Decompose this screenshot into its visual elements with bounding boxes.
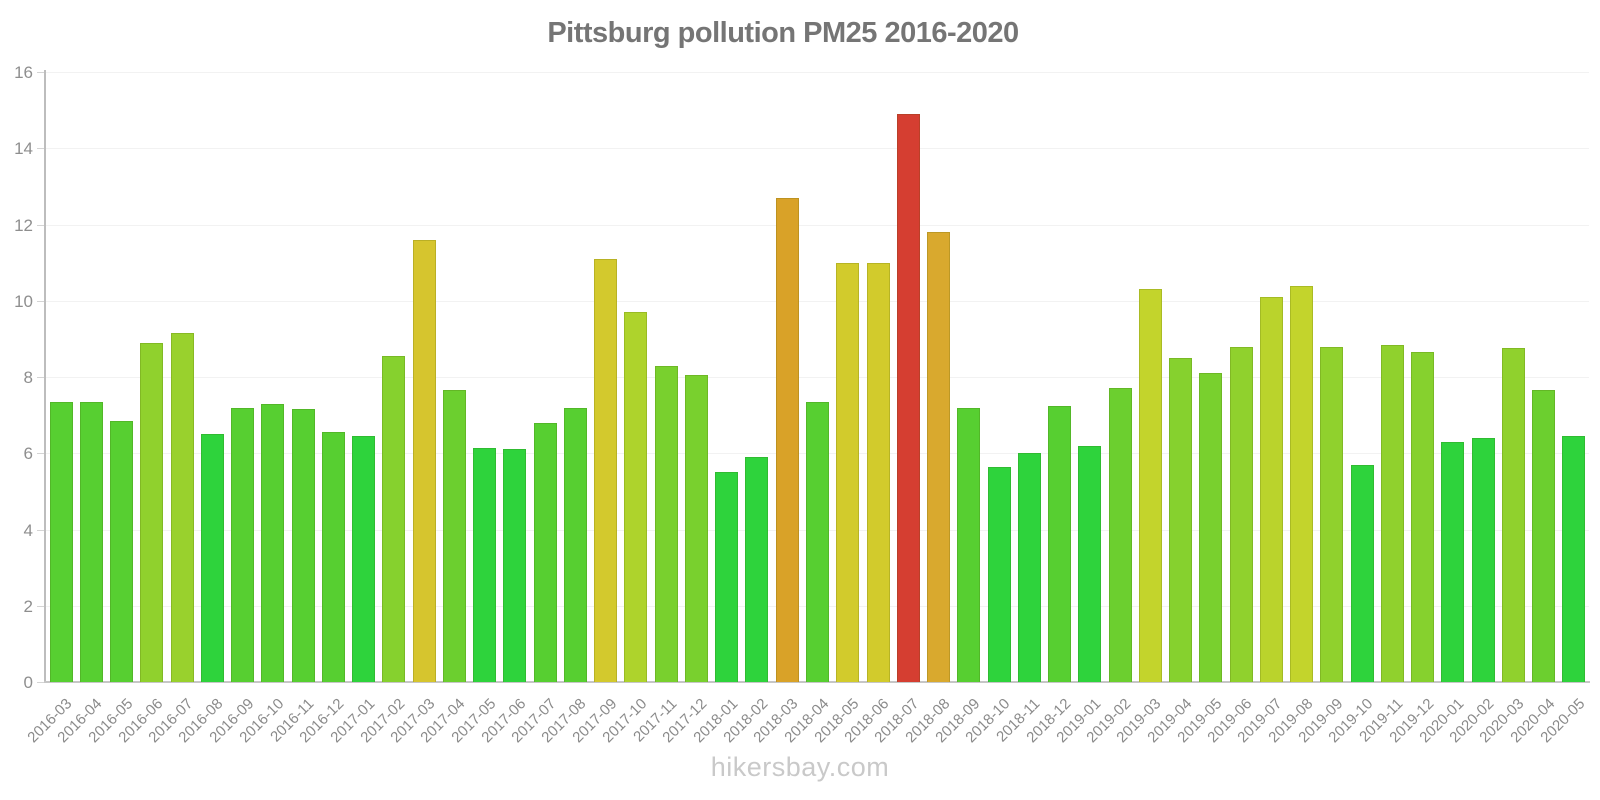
- bar-2018-05[interactable]: [836, 262, 860, 682]
- bar-2017-05[interactable]: [473, 447, 497, 682]
- y-axis-tick: [37, 605, 44, 607]
- bar-2016-06[interactable]: [140, 342, 164, 682]
- x-axis-line: [44, 681, 1590, 683]
- bar-2018-10[interactable]: [987, 466, 1011, 682]
- gridline-y10: [46, 300, 1589, 302]
- bar-2016-12[interactable]: [321, 432, 345, 682]
- bar-2018-01[interactable]: [715, 472, 739, 682]
- y-axis-tick: [37, 453, 44, 455]
- y-axis-tick: [37, 148, 44, 150]
- bar-2017-06[interactable]: [503, 449, 527, 682]
- bar-2019-05[interactable]: [1199, 373, 1223, 682]
- y-axis-tick: [37, 529, 44, 531]
- bar-2019-01[interactable]: [1078, 445, 1102, 682]
- y-axis-tick-label: 0: [23, 673, 33, 692]
- bar-2016-04[interactable]: [79, 401, 103, 682]
- bar-2019-10[interactable]: [1350, 464, 1374, 682]
- bar-2016-05[interactable]: [110, 420, 134, 682]
- bar-2018-04[interactable]: [806, 401, 829, 682]
- bar-2017-12[interactable]: [684, 375, 708, 682]
- gridline-y14: [46, 148, 1589, 150]
- bar-2020-03[interactable]: [1501, 348, 1525, 682]
- y-axis-tick: [37, 682, 44, 683]
- y-axis-tick-label: 12: [14, 215, 33, 235]
- gridline-y8: [46, 377, 1589, 378]
- bar-2020-04[interactable]: [1532, 390, 1556, 682]
- watermark: hikersbay.com: [710, 752, 890, 782]
- bar-2019-03[interactable]: [1138, 289, 1162, 682]
- bar-2016-03[interactable]: [49, 401, 73, 682]
- bar-2018-03[interactable]: [775, 197, 799, 682]
- bar-2016-08[interactable]: [200, 434, 224, 682]
- bar-2017-09[interactable]: [594, 258, 618, 682]
- bar-2017-04[interactable]: [442, 390, 466, 682]
- y-axis-tick-label: 10: [14, 291, 33, 311]
- gridline-y16: [46, 72, 1589, 73]
- bar-2019-07[interactable]: [1259, 296, 1283, 682]
- gridline-y12: [46, 224, 1589, 226]
- bar-2018-09[interactable]: [957, 407, 981, 682]
- y-axis-tick-label: 6: [23, 444, 33, 464]
- bar-2016-07[interactable]: [170, 333, 194, 682]
- bar-2019-06[interactable]: [1229, 346, 1253, 682]
- y-axis-tick-label: 2: [23, 596, 33, 616]
- bar-2016-11[interactable]: [291, 409, 315, 682]
- y-axis-tick-label: 16: [14, 63, 33, 82]
- bar-2020-05[interactable]: [1562, 436, 1586, 682]
- bar-2018-02[interactable]: [745, 457, 769, 682]
- y-axis-tick-label: 14: [14, 139, 33, 159]
- bar-2018-06[interactable]: [866, 262, 890, 682]
- bar-2017-08[interactable]: [563, 407, 587, 682]
- y-axis-line: [44, 70, 46, 683]
- bar-2018-07[interactable]: [896, 113, 920, 682]
- bar-2018-08[interactable]: [927, 232, 951, 682]
- y-axis-tick: [37, 377, 44, 378]
- chart-title: Pittsburg pollution PM25 2016-2020: [547, 17, 1019, 49]
- bar-2016-10[interactable]: [261, 403, 285, 682]
- bar-2019-08[interactable]: [1290, 285, 1314, 682]
- bar-2019-09[interactable]: [1320, 346, 1344, 682]
- bar-2020-02[interactable]: [1471, 438, 1495, 682]
- bar-2017-07[interactable]: [533, 422, 557, 682]
- y-axis-tick: [37, 300, 44, 302]
- bar-2017-01[interactable]: [352, 436, 376, 682]
- bar-2017-03[interactable]: [412, 239, 436, 682]
- bar-2016-09[interactable]: [231, 407, 255, 682]
- bar-2017-10[interactable]: [624, 312, 648, 682]
- y-axis-tick: [37, 72, 44, 73]
- bar-2019-02[interactable]: [1108, 388, 1132, 682]
- bar-2018-11[interactable]: [1017, 453, 1041, 682]
- bar-2019-11[interactable]: [1380, 344, 1404, 682]
- bar-2017-11[interactable]: [654, 365, 678, 682]
- bar-2019-04[interactable]: [1169, 357, 1193, 682]
- bar-2017-02[interactable]: [382, 356, 406, 682]
- bar-2018-12[interactable]: [1048, 405, 1072, 682]
- y-axis-tick-label: 4: [23, 520, 33, 540]
- y-axis-tick-label: 8: [23, 368, 33, 387]
- bar-2020-01[interactable]: [1441, 441, 1465, 682]
- y-axis-tick: [37, 224, 44, 226]
- bar-2019-12[interactable]: [1411, 352, 1435, 682]
